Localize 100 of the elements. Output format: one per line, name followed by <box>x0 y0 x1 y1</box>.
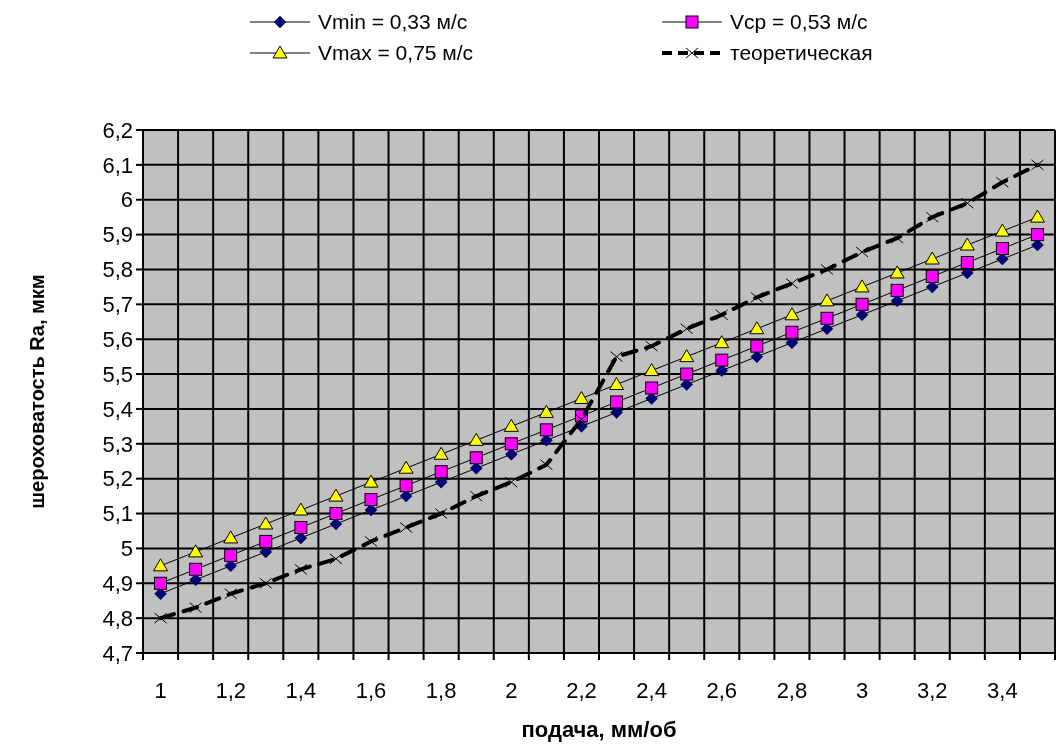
point <box>890 294 904 308</box>
y-tick-label: 4,7 <box>102 640 133 666</box>
point <box>785 325 799 339</box>
point <box>154 576 168 590</box>
point <box>259 534 273 548</box>
y-tick-label: 4,8 <box>102 605 133 631</box>
x-tick-label: 2 <box>505 678 518 703</box>
y-tick-label: 5,4 <box>102 396 133 422</box>
point <box>293 502 309 516</box>
legend-label: Vср = 0,53 м/с <box>730 10 868 34</box>
point <box>399 521 413 533</box>
point <box>715 364 729 377</box>
point <box>469 461 483 475</box>
point <box>469 451 483 465</box>
point <box>504 476 518 488</box>
x-axis-title: подача, мм/об <box>521 717 677 742</box>
point <box>188 544 204 558</box>
point <box>539 459 553 471</box>
point <box>820 311 834 325</box>
point <box>223 530 239 544</box>
point <box>469 490 483 502</box>
point <box>819 293 835 307</box>
point <box>574 413 588 425</box>
point <box>959 237 975 251</box>
point <box>468 432 484 446</box>
point <box>750 291 764 303</box>
point <box>715 353 729 367</box>
x-tick-label: 1,8 <box>425 678 457 703</box>
point <box>504 437 518 451</box>
point <box>538 404 554 418</box>
x-tick-label: 3,2 <box>916 678 948 703</box>
point <box>890 283 904 297</box>
point <box>329 507 343 521</box>
point <box>925 280 939 294</box>
point <box>715 309 729 321</box>
point <box>960 197 974 209</box>
point <box>503 418 519 432</box>
point <box>1030 159 1044 171</box>
point <box>434 508 448 520</box>
point <box>329 553 343 565</box>
point <box>399 479 413 493</box>
y-tick-label: 5,7 <box>102 292 133 318</box>
point <box>925 269 939 283</box>
legend-label: Vmin = 0,33 м/с <box>318 10 468 34</box>
x-tick-label: 2,8 <box>776 678 808 703</box>
point <box>294 563 308 575</box>
x-tick-label: 1,2 <box>215 678 246 703</box>
x-tick-label: 3 <box>855 678 869 703</box>
point <box>1030 228 1044 242</box>
x-tick-label: 2,2 <box>566 678 597 703</box>
x-tick-label: 2,4 <box>636 678 667 703</box>
point <box>644 363 660 377</box>
point <box>153 558 169 572</box>
point <box>573 390 589 404</box>
point <box>224 559 237 573</box>
point <box>750 350 764 363</box>
x-tick-label: 1,6 <box>355 678 387 703</box>
point <box>1029 209 1045 223</box>
y-tick-label: 5,2 <box>102 466 133 492</box>
point <box>645 340 659 352</box>
y-tick-label: 5 <box>120 536 133 562</box>
point <box>855 308 869 322</box>
x-tick-label: 1 <box>154 678 167 703</box>
point <box>994 223 1010 237</box>
point <box>924 251 940 265</box>
point <box>820 322 834 335</box>
point <box>680 367 694 381</box>
y-tick-label: 5,1 <box>102 501 133 527</box>
point <box>995 176 1009 188</box>
point <box>960 255 974 269</box>
y-tick-label: 5,5 <box>102 361 133 387</box>
point <box>925 211 939 223</box>
point <box>154 612 168 624</box>
point <box>749 321 765 335</box>
y-tick-label: 5,3 <box>102 431 133 457</box>
point <box>889 265 905 279</box>
point <box>434 475 448 489</box>
point <box>363 474 379 488</box>
point <box>189 573 202 587</box>
x-tick-label: 1,4 <box>285 678 317 703</box>
y-tick-label: 5,6 <box>102 326 133 352</box>
point <box>258 516 274 530</box>
point <box>855 246 869 258</box>
point <box>784 307 800 321</box>
point <box>259 577 273 589</box>
point <box>539 423 553 437</box>
y-tick-label: 6,2 <box>102 117 133 143</box>
y-tick-label: 5,8 <box>102 257 133 283</box>
point <box>609 377 625 391</box>
y-tick-label: 6,1 <box>102 152 133 178</box>
point <box>505 448 518 461</box>
point <box>680 323 694 335</box>
point <box>610 395 624 409</box>
y-axis-title: шероховатость Ra, мкм <box>26 274 48 509</box>
point <box>714 335 730 349</box>
legend-label: теоретическая <box>730 41 873 65</box>
point <box>785 336 799 349</box>
point <box>224 588 238 600</box>
point <box>328 488 344 502</box>
point <box>855 297 869 311</box>
